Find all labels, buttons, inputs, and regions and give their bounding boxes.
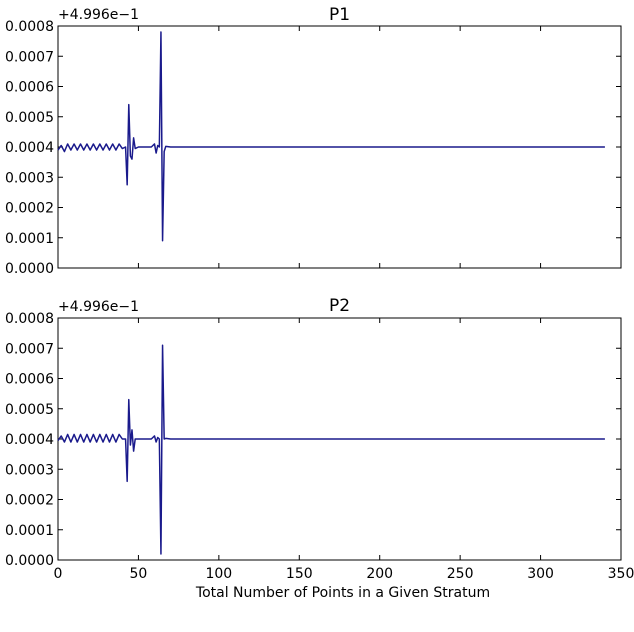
chart-title-p2: P2: [329, 296, 350, 316]
y-tick-label: 0.0001: [5, 523, 54, 539]
x-tick-label: 50: [130, 566, 148, 582]
chart-panel-p1: P1 +4.996e−1 0.00000.00010.00020.00030.0…: [5, 5, 622, 277]
y-tick-label: 0.0004: [5, 432, 54, 448]
x-tick-label: 0: [54, 566, 63, 582]
series-line: [57, 31, 605, 242]
y-tick-label: 0.0000: [5, 261, 54, 277]
series-layer-p1: [57, 31, 605, 242]
x-tick-label: 200: [366, 566, 393, 582]
y-axis-ticks-p1: 0.0000 0.0001 0.0002 0.0003 0.0004 0.0005 0.00…: [5, 19, 621, 277]
y-tick-label: 0.0005: [5, 110, 54, 126]
y-tick-label: 0.0007: [5, 49, 54, 65]
x-tick-label: 300: [527, 566, 554, 582]
series-line: [57, 344, 605, 555]
chart-title-p1: P1: [329, 5, 350, 25]
x-axis-ticks-p2: [57, 318, 622, 560]
x-tick-label: 150: [286, 566, 313, 582]
x-tick-label: 250: [447, 566, 474, 582]
y-tick-label: 0.0000: [5, 553, 54, 569]
y-tick-label: 0.0003: [5, 462, 54, 478]
series-layer-p2: [57, 344, 605, 555]
x-tick-label: 100: [205, 566, 232, 582]
x-axis-tick-labels: 0 50 100 150 200 250 300 350: [54, 566, 634, 582]
y-tick-label: 0.0008: [5, 311, 54, 327]
y-tick-label: 0.0001: [5, 231, 54, 247]
y-offset-label-p2: +4.996e−1: [58, 299, 139, 315]
x-tick-label: 350: [608, 566, 634, 582]
y-axis-ticks-p2: 0.0000 0.0001 0.0002 0.0003 0.0004 0.0005 0.00…: [5, 311, 621, 569]
y-tick-label: 0.0003: [5, 170, 54, 186]
chart-panel-p2: P2 +4.996e−1 0.00000.00010.00020.00030.0…: [5, 296, 634, 582]
x-axis-ticks-p1: [57, 26, 622, 268]
y-tick-label: 0.0005: [5, 402, 54, 418]
y-tick-label: 0.0002: [5, 493, 54, 509]
y-tick-label: 0.0002: [5, 201, 54, 217]
x-axis-label: Total Number of Points in a Given Stratu…: [195, 585, 490, 601]
y-tick-label: 0.0004: [5, 140, 54, 156]
y-offset-label-p1: +4.996e−1: [58, 7, 139, 23]
y-tick-label: 0.0008: [5, 19, 54, 35]
y-tick-label: 0.0007: [5, 341, 54, 357]
y-tick-label: 0.0006: [5, 372, 54, 388]
y-tick-label: 0.0006: [5, 80, 54, 96]
